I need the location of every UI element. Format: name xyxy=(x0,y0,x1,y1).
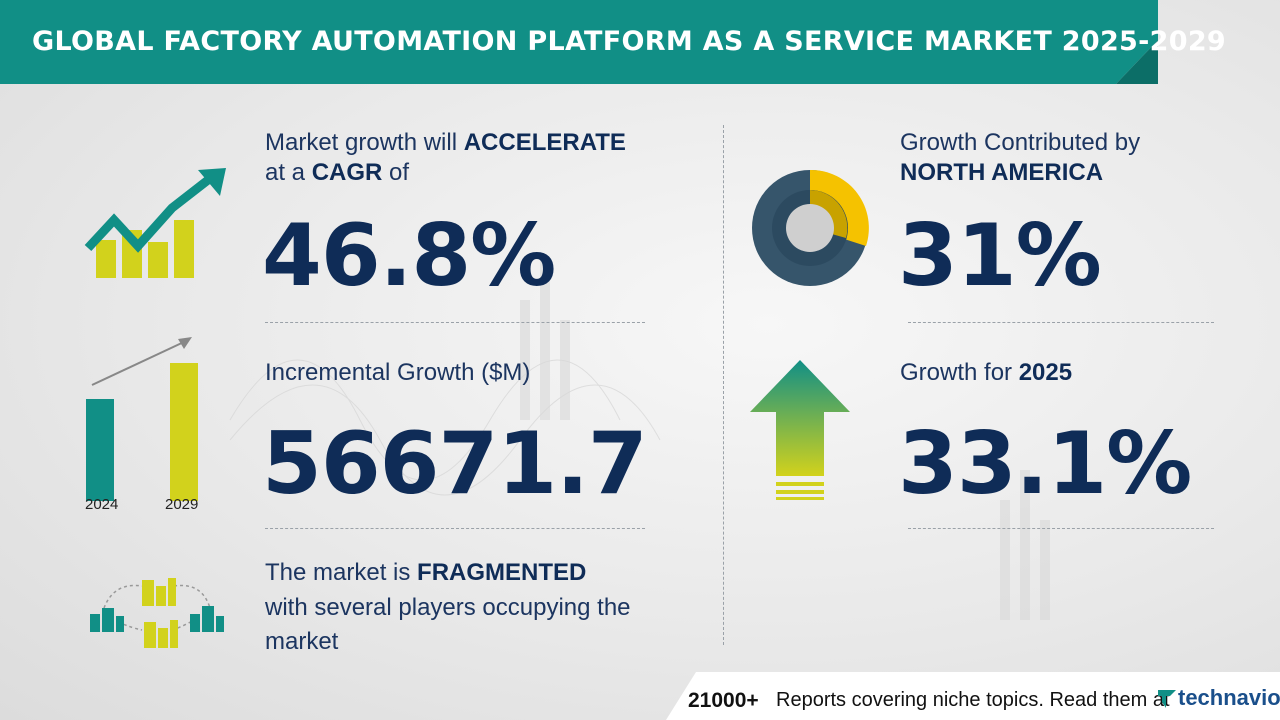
cagr-accelerate-label: ACCELERATE xyxy=(463,129,626,156)
bar-label-2029: 2029 xyxy=(165,496,199,513)
vertical-divider xyxy=(723,125,724,645)
region-value: 31% xyxy=(898,206,1102,306)
cagr-line-2-prefix: at a xyxy=(265,159,306,186)
fragmented-line-3: market xyxy=(265,628,339,655)
growth-year-value: 33.1% xyxy=(898,414,1192,514)
technavio-logo-icon xyxy=(1158,690,1176,708)
growth-year-prefix: Growth for xyxy=(900,359,1013,386)
bar-label-2024: 2024 xyxy=(85,496,119,513)
divider-left-2 xyxy=(265,528,645,529)
fragmented-label: FRAGMENTED xyxy=(417,559,587,586)
fragmented-line-1: The market is FRAGMENTED xyxy=(265,558,586,588)
technavio-brand[interactable]: technavio xyxy=(1178,685,1280,710)
header-shape xyxy=(0,0,1158,84)
growth-chart-icon xyxy=(84,168,226,278)
region-name: NORTH AMERICA xyxy=(900,159,1104,186)
header-banner: GLOBAL FACTORY AUTOMATION PLATFORM AS A … xyxy=(0,0,1226,84)
cagr-line-2-suffix: of xyxy=(389,159,410,186)
region-line-1: Growth Contributed by xyxy=(900,129,1141,156)
cagr-value: 46.8% xyxy=(262,206,556,306)
cagr-line-1-prefix: Market growth will xyxy=(265,129,458,156)
divider-right-2 xyxy=(908,528,1214,529)
page-title: GLOBAL FACTORY AUTOMATION PLATFORM AS A … xyxy=(32,26,1226,57)
divider-right-1 xyxy=(908,322,1214,323)
divider-left-1 xyxy=(265,322,645,323)
fragmented-line-1-prefix: The market is xyxy=(265,559,411,586)
cagr-line-2: at a CAGR of xyxy=(265,158,409,188)
footer-text: Reports covering niche topics. Read them… xyxy=(776,689,1170,711)
incremental-value: 56671.7 xyxy=(262,414,648,514)
fragmented-buildings-icon xyxy=(90,578,224,648)
region-line-2: NORTH AMERICA xyxy=(900,158,1103,188)
donut-chart-icon xyxy=(752,170,869,286)
footer-report-count: 21000+ xyxy=(688,689,759,712)
bar-comparison-icon xyxy=(86,337,198,501)
up-arrow-icon xyxy=(750,360,850,500)
footer-banner[interactable]: 21000+ Reports covering niche topics. Re… xyxy=(666,672,1280,720)
cagr-label: CAGR xyxy=(311,159,383,186)
fragmented-line-2: with several players occupying the xyxy=(265,594,631,621)
growth-year-line: Growth for 2025 xyxy=(900,358,1072,388)
footer-shape xyxy=(666,672,1280,720)
growth-year: 2025 xyxy=(1018,359,1073,386)
incremental-label: Incremental Growth ($M) xyxy=(265,359,531,386)
cagr-line-1: Market growth will ACCELERATE xyxy=(265,128,626,158)
